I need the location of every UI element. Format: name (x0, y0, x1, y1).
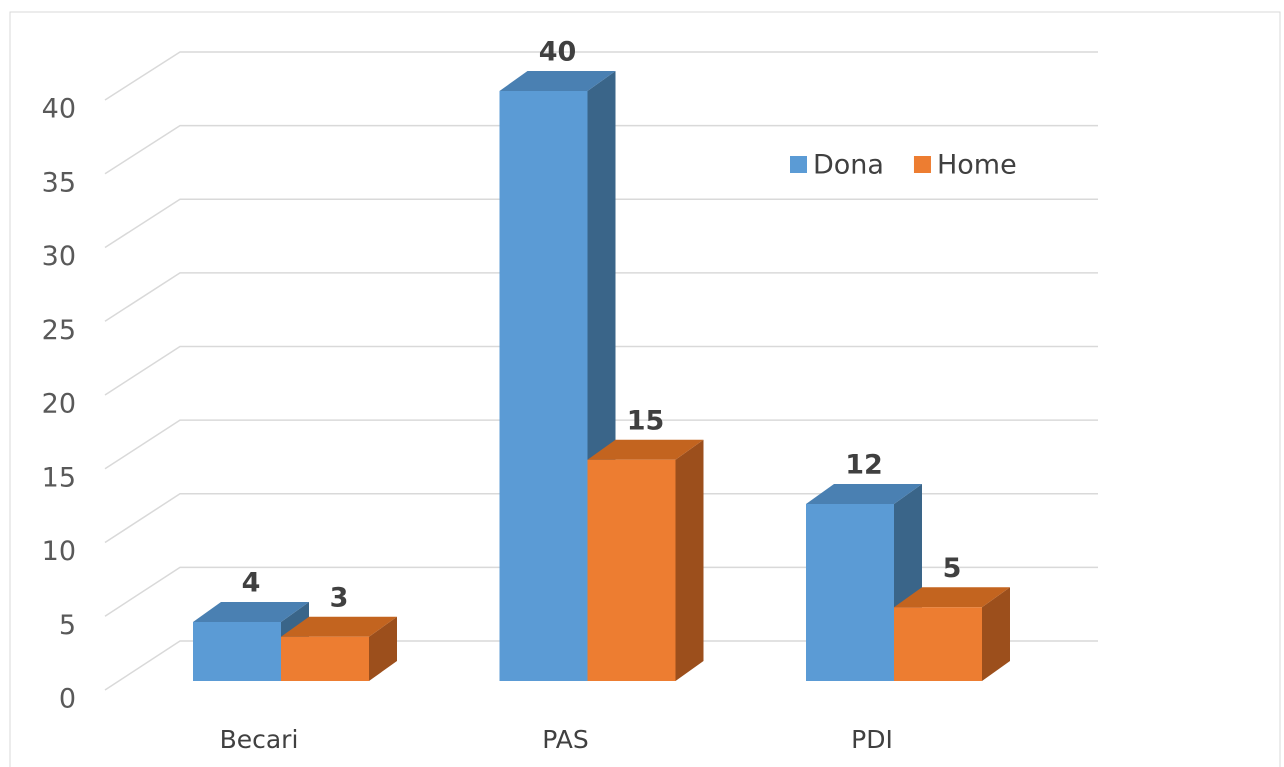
y-tick-label: 0 (59, 684, 76, 715)
grid-line (104, 198, 1098, 249)
x-tick-label: PAS (542, 725, 588, 754)
data-label: 12 (845, 450, 883, 481)
y-tick-label: 25 (42, 315, 76, 346)
grid-line (104, 345, 1098, 396)
frame (9, 11, 1281, 767)
bar (587, 459, 676, 681)
bar-top (281, 616, 397, 637)
data-label: 4 (242, 568, 261, 599)
bar (894, 607, 982, 681)
bar-side (675, 439, 704, 681)
y-tick-label: 30 (42, 241, 76, 272)
legend-swatch (913, 156, 931, 173)
bar-top (587, 439, 704, 460)
grid-line (104, 493, 1098, 544)
data-label: 3 (330, 582, 349, 613)
grid-line (104, 566, 1098, 617)
y-tick-label: 20 (42, 389, 76, 420)
data-label: 15 (627, 405, 665, 436)
bar (806, 504, 894, 681)
y-tick-label: 5 (59, 610, 76, 641)
data-label: 5 (943, 553, 962, 584)
legend-swatch (790, 156, 807, 173)
y-tick-label: 15 (42, 462, 76, 493)
bar-top (193, 602, 309, 622)
bar-top (806, 484, 922, 504)
y-tick-label: 10 (42, 536, 76, 567)
bar (281, 636, 369, 681)
legend-label: Dona (813, 150, 884, 181)
x-tick-label: Becari (220, 725, 299, 754)
bar (499, 91, 588, 681)
bar-side (369, 616, 397, 681)
data-label: 40 (539, 37, 577, 68)
grid-line (104, 640, 1098, 691)
grid-line (104, 124, 1098, 175)
y-tick-label: 35 (42, 167, 76, 198)
bar-side (982, 587, 1010, 681)
grid-line (104, 272, 1098, 322)
grid-line (104, 419, 1098, 470)
grid-line (104, 51, 1098, 101)
bar-top (499, 71, 616, 91)
bar-top (894, 587, 1010, 608)
y-tick-label: 40 (42, 94, 76, 125)
x-tick-label: PDI (851, 725, 893, 754)
bar (193, 622, 281, 681)
legend-label: Home (937, 150, 1017, 181)
